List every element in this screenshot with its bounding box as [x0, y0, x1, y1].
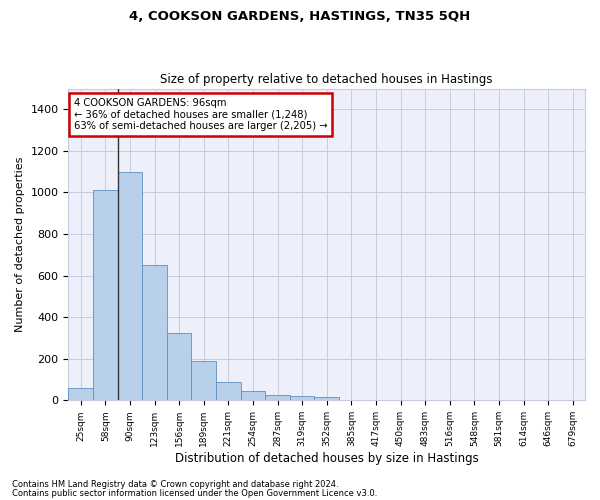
Title: Size of property relative to detached houses in Hastings: Size of property relative to detached ho… — [160, 73, 493, 86]
Bar — [314, 396, 339, 400]
Bar — [118, 172, 142, 400]
Text: 4, COOKSON GARDENS, HASTINGS, TN35 5QH: 4, COOKSON GARDENS, HASTINGS, TN35 5QH — [130, 10, 470, 23]
Bar — [167, 333, 191, 400]
Y-axis label: Number of detached properties: Number of detached properties — [15, 157, 25, 332]
Bar — [142, 265, 167, 400]
Bar — [265, 394, 290, 400]
Bar — [68, 388, 93, 400]
X-axis label: Distribution of detached houses by size in Hastings: Distribution of detached houses by size … — [175, 452, 479, 465]
Bar — [241, 391, 265, 400]
Bar — [290, 396, 314, 400]
Bar — [191, 361, 216, 401]
Text: 4 COOKSON GARDENS: 96sqm
← 36% of detached houses are smaller (1,248)
63% of sem: 4 COOKSON GARDENS: 96sqm ← 36% of detach… — [74, 98, 327, 131]
Text: Contains HM Land Registry data © Crown copyright and database right 2024.: Contains HM Land Registry data © Crown c… — [12, 480, 338, 489]
Bar — [216, 382, 241, 400]
Bar — [93, 190, 118, 400]
Text: Contains public sector information licensed under the Open Government Licence v3: Contains public sector information licen… — [12, 488, 377, 498]
